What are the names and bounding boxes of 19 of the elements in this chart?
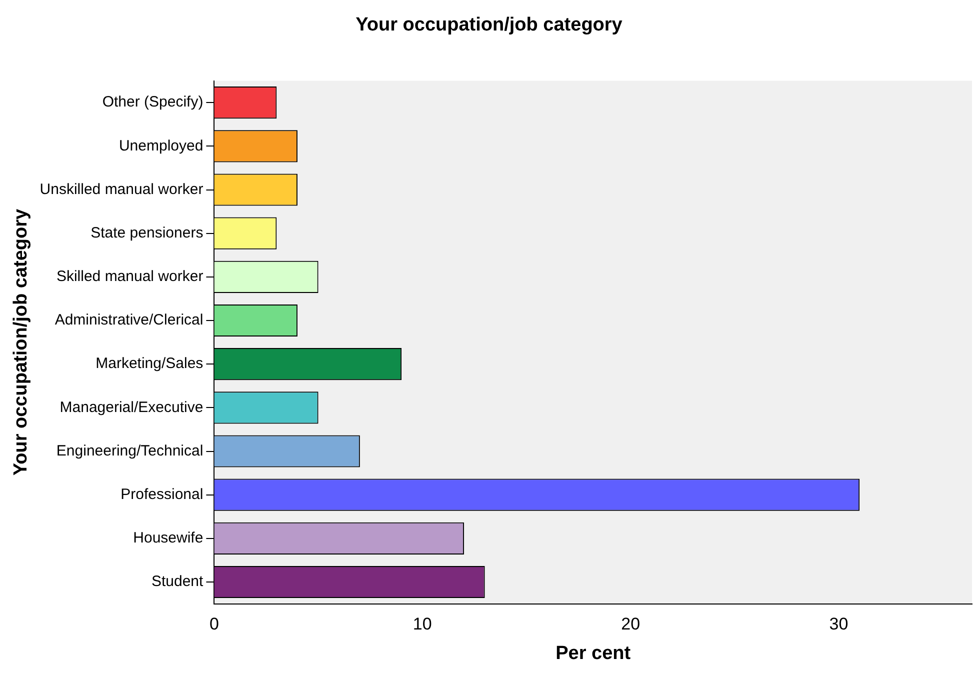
y-tick-label: Professional — [120, 486, 204, 503]
y-tick-label: Skilled manual worker — [56, 268, 204, 286]
y-tick-label: Housewife — [133, 530, 204, 547]
y-tick-label: Managerial/Executive — [60, 398, 204, 416]
x-axis-title: Per cent — [556, 642, 632, 664]
x-tick-label: 10 — [412, 614, 432, 634]
x-tick-label: 30 — [829, 614, 848, 634]
y-axis-title: Your occupation/job category — [10, 208, 32, 476]
y-tick-label: Engineering/Technical — [56, 442, 204, 460]
x-tick-label: 20 — [621, 614, 640, 634]
x-tick-label: 0 — [209, 614, 219, 634]
y-tick-label: Other (Specify) — [102, 94, 204, 111]
y-tick-label: Marketing/Sales — [96, 355, 204, 372]
chart-title: Your occupation/job category — [356, 14, 623, 36]
y-tick-label: Student — [151, 573, 204, 590]
y-tick-label: Unskilled manual worker — [40, 180, 204, 198]
y-tick-label: State pensioners — [90, 224, 204, 242]
y-tick-label: Administrative/Clerical — [54, 312, 204, 329]
y-tick-label: Unemployed — [118, 137, 204, 154]
